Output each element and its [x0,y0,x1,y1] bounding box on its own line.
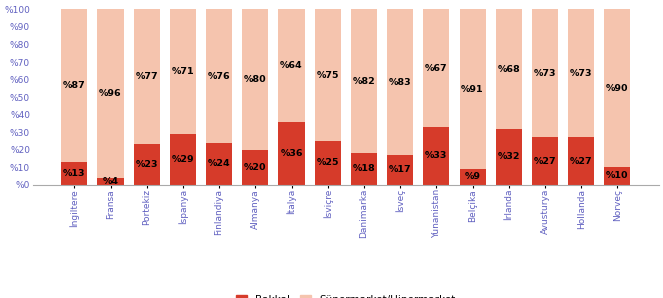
Bar [459,10,485,169]
Bar [604,10,631,167]
Text: %73: %73 [570,69,593,78]
Text: %4: %4 [103,177,119,186]
Text: %75: %75 [316,71,339,80]
Bar [568,137,594,185]
Text: %67: %67 [425,64,448,73]
Bar [459,169,485,185]
Text: %9: %9 [465,172,481,181]
Bar [351,153,377,185]
Bar [387,10,413,155]
Bar [242,150,269,185]
Bar [278,10,304,122]
Bar [604,167,631,185]
Bar [532,10,558,137]
Text: %29: %29 [172,155,194,164]
Text: %90: %90 [606,84,629,93]
Bar [97,178,123,185]
Text: %13: %13 [63,169,86,178]
Bar [423,10,450,127]
Bar [496,10,522,129]
Bar [170,134,196,185]
Bar [315,10,341,141]
Bar [351,10,377,153]
Bar [242,10,269,150]
Bar [568,10,594,137]
Bar [315,141,341,185]
Bar [97,10,123,178]
Text: %32: %32 [497,152,520,161]
Text: %68: %68 [497,65,520,74]
Text: %96: %96 [99,89,122,98]
Text: %91: %91 [461,85,484,94]
Bar [170,10,196,134]
Text: %64: %64 [280,61,303,70]
Bar [134,145,160,185]
Legend: Bakkal, Süpermarket/Hipermarket: Bakkal, Süpermarket/Hipermarket [232,291,459,298]
Text: %76: %76 [208,72,231,80]
Text: %36: %36 [280,149,303,158]
Bar [387,155,413,185]
Text: %87: %87 [63,81,86,90]
Bar [496,129,522,185]
Text: %20: %20 [244,163,267,172]
Text: %24: %24 [208,159,231,168]
Text: %83: %83 [389,78,412,87]
Bar [206,10,232,143]
Bar [61,162,88,185]
Text: %77: %77 [135,72,158,81]
Bar [134,10,160,145]
Text: %18: %18 [353,164,375,173]
Bar [61,10,88,162]
Text: %71: %71 [172,67,194,76]
Text: %10: %10 [606,171,629,181]
Bar [532,137,558,185]
Text: %23: %23 [135,160,158,169]
Text: %17: %17 [389,165,412,174]
Bar [206,143,232,185]
Text: %73: %73 [534,69,556,78]
Text: %27: %27 [570,156,593,166]
Text: %80: %80 [244,75,267,84]
Text: %82: %82 [353,77,375,86]
Bar [423,127,450,185]
Text: %33: %33 [425,151,448,160]
Text: %25: %25 [316,158,339,167]
Text: %27: %27 [534,156,556,166]
Bar [278,122,304,185]
